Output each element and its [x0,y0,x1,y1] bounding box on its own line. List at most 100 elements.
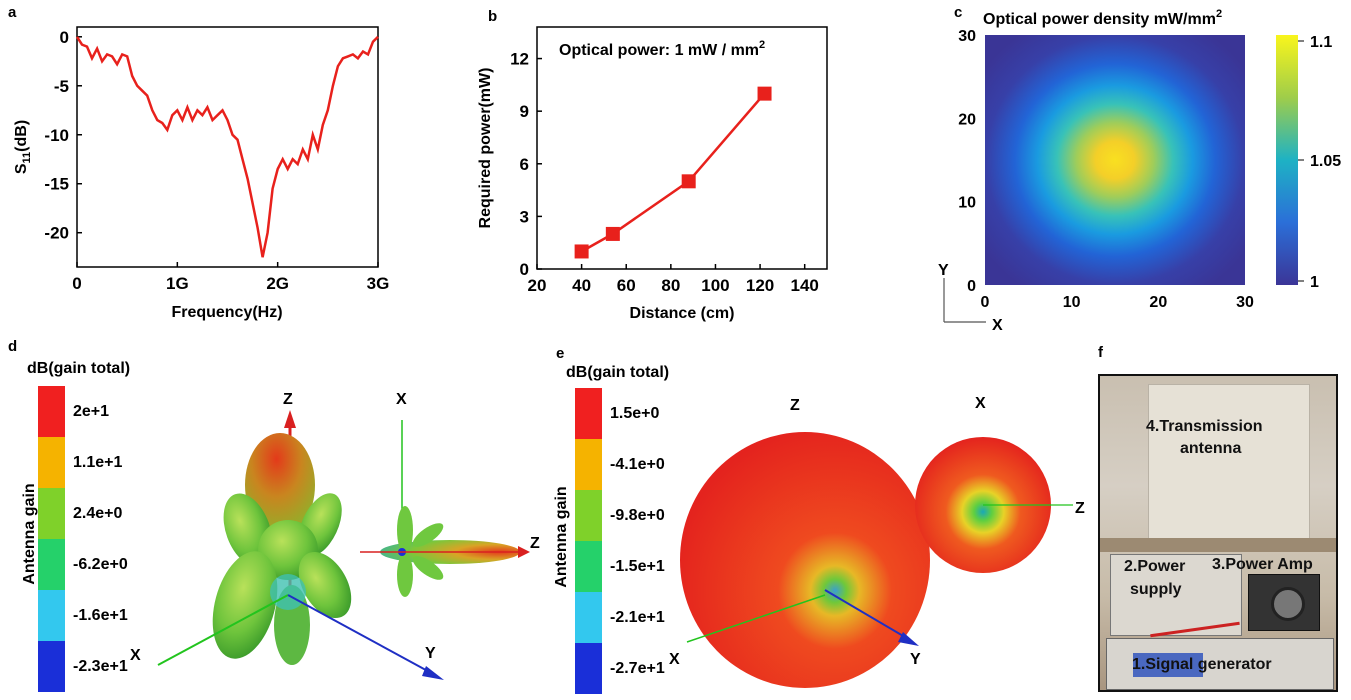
chart-c-colorbar-label: 1.1 [1310,34,1332,51]
chart-a-ylabel: S11(dB) [13,120,33,174]
panel-e-legend-label: -4.1e+0 [610,456,665,474]
panel-e-legend-label: -9.8e+0 [610,507,665,525]
panel-e-legend-row: -4.1e+0 [575,439,665,490]
panel-e-legend-label: -2.1e+1 [610,609,665,627]
panel-f-antenna [1148,384,1310,541]
panel-d-legend: 2e+1 1.1e+1 2.4e+0 -6.2e+0 -1.6e+1 -2.3e+1 [38,386,128,692]
panel-e-legend-row: 1.5e+0 [575,388,665,439]
panel-d-lobe-center [270,574,306,610]
chart-a-ytick-label: -20 [44,224,69,243]
panel-e-x-label-1: X [669,651,680,668]
panel-d-pattern: Z X Y X Z [120,370,560,695]
chart-a-ytick-label: 0 [60,28,69,47]
chart-b-ytick-label: 3 [520,207,529,226]
panel-d-legend-label: 1.1e+1 [73,454,122,472]
chart-b-point [682,174,696,188]
panel-e-legend-row: -2.1e+1 [575,592,665,643]
panel-d-z-label-1: Z [283,391,293,408]
panel-d-y-label-1: Y [425,645,436,662]
panel-d-side-lobe-up [397,506,413,554]
panel-letter-e: e [556,345,564,362]
panel-f-amp [1248,574,1320,631]
panel-f-fan-icon [1271,587,1305,621]
panel-d-legend-row: -2.3e+1 [38,641,128,692]
panel-e-x-label-2: X [975,395,986,412]
panel-f-label-power-2: supply [1130,581,1182,599]
chart-b-point [758,87,772,101]
panel-d-z-arrow-1 [284,410,296,428]
chart-a-xlabel: Frequency(Hz) [171,304,282,321]
chart-c-xtick-label: 20 [1149,294,1167,311]
panel-e-legend-label: -1.5e+1 [610,558,665,576]
chart-c-title: Optical power density mW/mm2 [983,8,1222,28]
panel-e-side-label: Antenna gain [553,482,571,592]
panel-e-legend: 1.5e+0 -4.1e+0 -9.8e+0 -1.5e+1 -2.1e+1 -2.7e+… [575,388,665,694]
chart-c-ytick-label: 20 [958,111,976,128]
panel-f-label-power-1: 2.Power [1124,558,1185,576]
chart-b-xlabel: Distance (cm) [630,305,735,322]
chart-a-frame [77,27,378,267]
chart-b-ytick-label: 0 [520,260,529,279]
chart-a-line [77,37,378,257]
chart-c-ytick-label: 30 [958,28,976,45]
chart-c-colorbar [1276,35,1298,285]
chart-a-xtick-label: 1G [166,274,189,293]
panel-letter-d: d [8,338,17,355]
chart-b-xtick-label: 140 [791,276,819,295]
panel-e-legend-row: -2.7e+1 [575,643,665,694]
panel-f-shelf [1100,538,1338,552]
panel-letter-f: f [1098,344,1103,361]
panel-e-legend-swatch [575,592,602,643]
chart-b-ytick-label: 12 [510,50,529,69]
panel-d-legend-label: 2.4e+0 [73,505,122,523]
panel-d-legend-swatch [38,386,65,437]
chart-c-axis-y-label: Y [938,262,949,279]
chart-b-xtick-label: 60 [617,276,636,295]
panel-e-legend-swatch [575,643,602,694]
panel-d-legend-swatch [38,641,65,692]
panel-d-side-label: Antenna gain [21,479,39,589]
panel-d-legend-row: 2.4e+0 [38,488,128,539]
panel-d-z-arrow-2 [518,546,530,558]
chart-a-ytick-label: -5 [54,77,69,96]
chart-b-ytick-label: 9 [520,102,529,121]
panel-d-legend-label: 2e+1 [73,403,109,421]
chart-a-xtick-label: 3G [367,274,390,293]
panel-d-legend-row: 2e+1 [38,386,128,437]
chart-c-heatmap-area [985,35,1245,285]
chart-b-ytick-label: 6 [520,155,529,174]
chart-c-ytick-label: 0 [967,278,976,295]
panel-e-legend-label: 1.5e+0 [610,405,659,423]
chart-b-xtick-label: 120 [746,276,774,295]
chart-b-xtick-label: 40 [572,276,591,295]
panel-d-legend-title: dB(gain total) [27,360,130,378]
panel-e-pattern: Z X Y X Z [665,380,1105,700]
panel-d-side-lobe-down [397,553,413,597]
panel-e-legend-row: -9.8e+0 [575,490,665,541]
panel-e-legend-row: -1.5e+1 [575,541,665,592]
chart-b-frame [537,27,827,269]
panel-e-legend-title: dB(gain total) [566,364,669,382]
panel-e-legend-swatch [575,388,602,439]
panel-d-z-label-2: Z [530,535,540,552]
chart-a-s11: 0 1G 2G 3G0-5-10-15-20 Frequency(Hz) S11(dB… [0,0,400,330]
chart-c-colorbar-label: 1 [1310,274,1319,291]
panel-d-legend-row: -1.6e+1 [38,590,128,641]
panel-f-label-antenna-1: 4.Transmission [1146,418,1263,436]
chart-a-ytick-label: -10 [44,126,69,145]
panel-d-y-axis-1 [288,595,435,675]
chart-b-xtick-label: 100 [701,276,729,295]
chart-b-xtick-label: 20 [528,276,547,295]
chart-c-heatmap: Optical power density mW/mm2 0 10 20 300102… [930,0,1351,340]
chart-a-xtick-label: 2G [266,274,289,293]
panel-d-x-label-1: X [130,647,141,664]
panel-e-legend-swatch [575,541,602,592]
panel-e-main-lobe [680,432,930,688]
chart-c-xtick-label: 10 [1063,294,1081,311]
panel-d-legend-row: -6.2e+0 [38,539,128,590]
panel-e-legend-swatch [575,490,602,541]
panel-e-y-label-1: Y [910,651,921,668]
chart-b-annotation: Optical power: 1 mW / mm2 [559,39,765,59]
chart-c-xtick-label: 30 [1236,294,1254,311]
panel-d-x-label-2: X [396,391,407,408]
